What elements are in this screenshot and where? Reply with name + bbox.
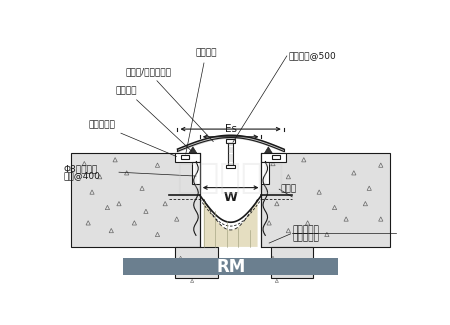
Text: 铝合金基座: 铝合金基座	[89, 121, 176, 157]
Bar	[261, 153, 390, 247]
Bar	[175, 153, 200, 162]
Bar	[175, 247, 217, 278]
Text: 中心滑杆@500: 中心滑杆@500	[288, 51, 336, 60]
Bar	[226, 139, 235, 143]
Bar	[261, 162, 269, 184]
Text: 铝合金/不锈钢盖板: 铝合金/不锈钢盖板	[125, 67, 213, 142]
Polygon shape	[189, 147, 197, 153]
Text: 止水垫片: 止水垫片	[186, 48, 217, 154]
Text: Es: Es	[225, 124, 237, 135]
Text: W: W	[224, 191, 238, 204]
Text: 螺栓@400: 螺栓@400	[63, 172, 100, 181]
Text: 联修变形缝: 联修变形缝	[176, 161, 285, 195]
Bar	[261, 153, 286, 162]
Bar	[71, 153, 200, 247]
Bar	[228, 142, 233, 165]
Polygon shape	[204, 199, 257, 247]
Text: Φ8塑料胀锚: Φ8塑料胀锚	[63, 164, 98, 173]
Bar	[226, 164, 235, 168]
Text: 止水胶条: 止水胶条	[116, 86, 192, 151]
Polygon shape	[265, 147, 272, 153]
Bar	[181, 154, 189, 159]
Text: 按工程设计: 按工程设计	[292, 233, 319, 242]
Bar	[270, 247, 313, 278]
Bar	[123, 258, 338, 275]
Text: 止水带: 止水带	[281, 185, 297, 194]
Text: RM: RM	[216, 258, 245, 276]
Bar	[272, 154, 280, 159]
Bar	[192, 162, 200, 184]
Text: 选用阻火带: 选用阻火带	[292, 226, 319, 234]
